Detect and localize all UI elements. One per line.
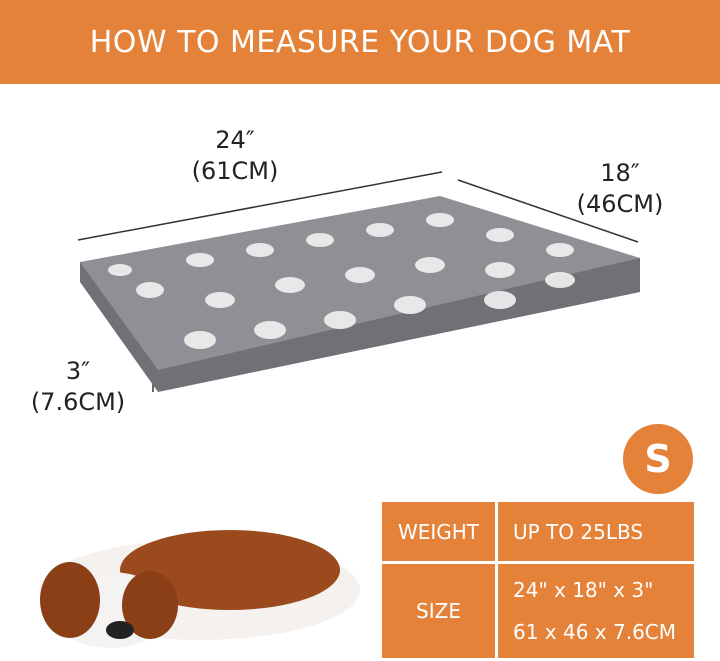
size-badge: S xyxy=(623,424,693,494)
height-cm: (7.6CM) xyxy=(30,388,126,416)
size-value: 24" x 18" x 3" 61 x 46 x 7.6CM xyxy=(498,564,694,658)
heart-pattern xyxy=(108,213,575,349)
width-label: 18″ (46CM) xyxy=(568,158,672,220)
width-dimension-line xyxy=(457,179,639,243)
length-label: 24″ (61CM) xyxy=(185,125,285,187)
length-dimension-line xyxy=(77,171,443,241)
banner-title: HOW TO MEASURE YOUR DOG MAT xyxy=(89,24,631,60)
length-cm: (61CM) xyxy=(191,157,279,185)
sleeping-dog-illustration xyxy=(40,530,360,648)
header-banner: HOW TO MEASURE YOUR DOG MAT xyxy=(0,0,720,84)
size-inches: 24" x 18" x 3" xyxy=(513,578,654,602)
size-cm: 61 x 46 x 7.6CM xyxy=(513,620,677,644)
weight-label: WEIGHT xyxy=(382,502,495,561)
height-label: 3″ (7.6CM) xyxy=(18,356,138,418)
size-label: SIZE xyxy=(382,564,495,658)
width-inches: 18″ xyxy=(600,159,640,187)
width-cm: (46CM) xyxy=(576,190,664,218)
length-inches: 24″ xyxy=(215,126,255,154)
weight-value: UP TO 25LBS xyxy=(498,502,694,561)
height-inches: 3″ xyxy=(65,357,91,385)
